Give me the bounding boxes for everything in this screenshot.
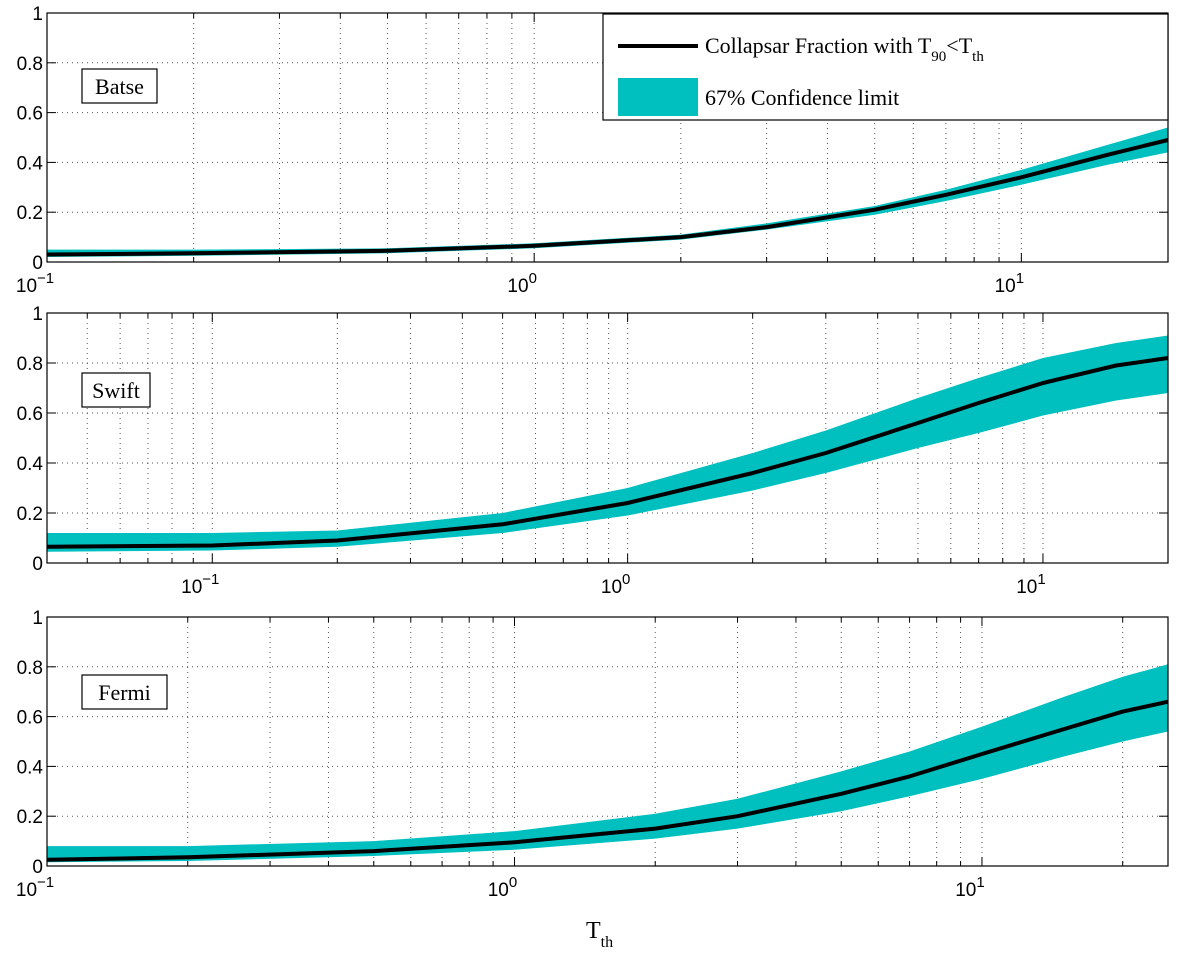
x-tick-label: 101 bbox=[955, 874, 984, 901]
panel-label: Swift bbox=[92, 378, 140, 403]
panel-label: Fermi bbox=[98, 680, 151, 705]
plot-area bbox=[47, 313, 1168, 563]
fraction-line bbox=[46, 356, 1169, 549]
panel-label-box bbox=[81, 674, 168, 710]
y-tick-label: 1 bbox=[32, 304, 43, 325]
x-tick-label: 100 bbox=[488, 874, 517, 901]
legend-band-swatch bbox=[618, 78, 698, 116]
y-tick-label: 0.8 bbox=[17, 54, 43, 75]
y-tick-label: 1 bbox=[32, 608, 43, 629]
y-tick-label: 0.4 bbox=[17, 757, 44, 778]
y-tick-label: 0.6 bbox=[17, 708, 43, 729]
fraction-line bbox=[46, 138, 1169, 257]
confidence-band bbox=[47, 664, 1168, 863]
y-tick-label: 0.2 bbox=[17, 203, 43, 224]
y-tick-label: 0.2 bbox=[17, 504, 43, 525]
y-tick-label: 0 bbox=[32, 554, 43, 575]
confidence-band bbox=[47, 127, 1168, 257]
y-tick-label: 0 bbox=[32, 857, 43, 878]
x-tick-label: 10−1 bbox=[16, 874, 54, 901]
x-axis-label: Tth bbox=[586, 918, 613, 951]
legend: Collapsar Fraction with T90<Tth 67% Conf… bbox=[602, 13, 1169, 121]
axes-frame bbox=[46, 12, 1169, 263]
fraction-line bbox=[46, 699, 1169, 862]
x-tick-label: 10−1 bbox=[181, 571, 219, 598]
panel-label-box bbox=[81, 68, 158, 104]
panel-fermi: 0 0.2 0.4 0.6 0.8 1 10−1 100 101 Fermi bbox=[16, 608, 1169, 901]
x-tick-label: 100 bbox=[601, 571, 630, 598]
axes-frame bbox=[46, 616, 1169, 867]
x-tick-label: 101 bbox=[1016, 571, 1045, 598]
y-tick-label: 0.4 bbox=[17, 454, 44, 475]
x-tick-label: 100 bbox=[507, 270, 536, 297]
x-tick-label: 10−1 bbox=[16, 270, 54, 297]
axes-frame bbox=[46, 312, 1169, 564]
y-tick-label: 0.8 bbox=[17, 354, 43, 375]
panel-label-box bbox=[81, 372, 151, 408]
y-tick-label: 0.6 bbox=[17, 104, 43, 125]
y-tick-label: 0.6 bbox=[17, 404, 43, 425]
x-tick-label: 101 bbox=[995, 270, 1024, 297]
y-tick-label: 0.2 bbox=[17, 807, 43, 828]
y-tick-label: 0.4 bbox=[17, 153, 44, 174]
panel-label: Batse bbox=[95, 74, 144, 99]
y-tick-label: 0.8 bbox=[17, 658, 43, 679]
legend-band-label: 67% Confidence limit bbox=[705, 85, 899, 110]
panel-swift: 0 0.2 0.4 0.6 0.8 1 10−1 100 101 Swift bbox=[17, 304, 1169, 598]
y-tick-label: 1 bbox=[32, 4, 43, 25]
y-tick-label: 0 bbox=[32, 253, 43, 274]
confidence-band bbox=[47, 335, 1168, 552]
legend-line-label: Collapsar Fraction with T90<Tth bbox=[705, 33, 984, 65]
